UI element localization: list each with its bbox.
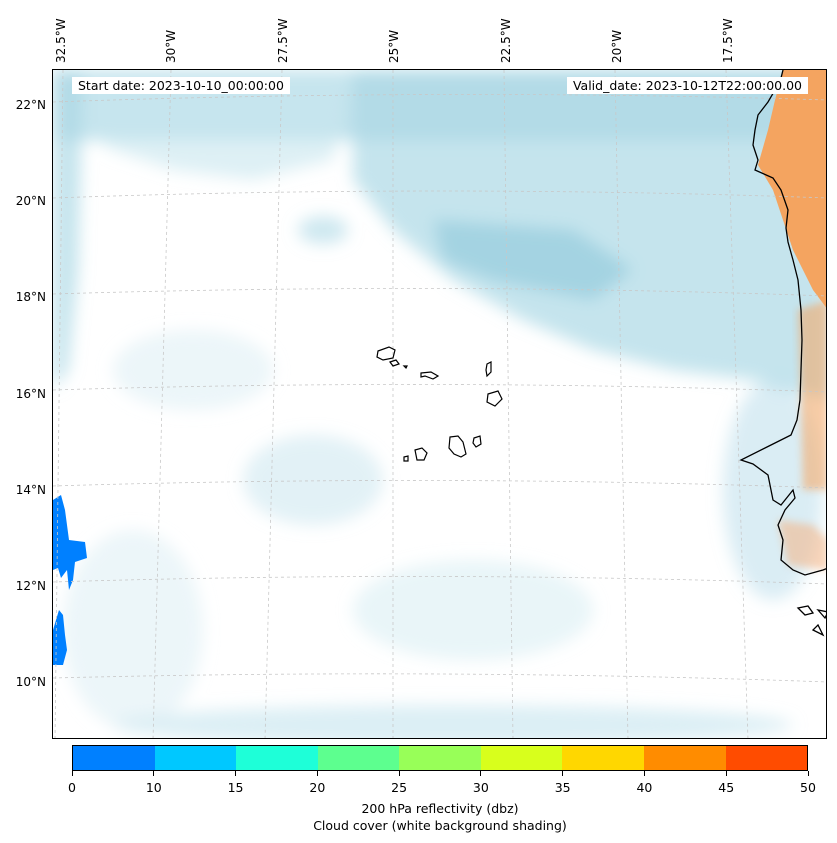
lat-label-22n: 22°N bbox=[15, 98, 46, 112]
island-fogo bbox=[414, 447, 428, 461]
lat-label-18n: 18°N bbox=[15, 290, 46, 304]
valid-date-label: Valid_date: 2023-10-12T22:00:00.00 bbox=[566, 77, 808, 94]
reflectivity-land-north bbox=[758, 70, 826, 308]
lon-label-30w: 30°W bbox=[164, 29, 178, 63]
colorbar bbox=[72, 745, 808, 771]
cloud-mid-west bbox=[113, 330, 273, 410]
colorbar-tick-label-0: 0 bbox=[68, 780, 76, 795]
colorbar-tick-label-3: 20 bbox=[309, 780, 326, 795]
lat-label-14n: 14°N bbox=[15, 483, 46, 497]
colorbar-tick-label-4: 25 bbox=[391, 780, 408, 795]
cloud-central-patch-2 bbox=[353, 560, 593, 660]
reflectivity-land-east bbox=[798, 300, 826, 490]
cloud-south-west bbox=[63, 530, 203, 730]
coastline-bijagos bbox=[796, 605, 826, 637]
colorbar-segment-3 bbox=[317, 746, 400, 770]
colorbar-tick-label-5: 30 bbox=[472, 780, 489, 795]
lon-label-17-5w: 17.5°W bbox=[721, 18, 735, 63]
colorbar-segment-7 bbox=[643, 746, 726, 770]
lon-label-32-5w: 32.5°W bbox=[54, 18, 68, 63]
lon-label-20w: 20°W bbox=[610, 29, 624, 63]
cloud-cover-layer bbox=[53, 70, 826, 738]
colorbar-segment-8 bbox=[725, 746, 808, 770]
reflectivity-patch-upper bbox=[53, 495, 87, 590]
colorbar-label-cloud-cover: Cloud cover (white background shading) bbox=[313, 818, 567, 833]
colorbar-tick-label-2: 15 bbox=[227, 780, 244, 795]
colorbar-tick-3 bbox=[316, 771, 318, 776]
island-sao-nicolau bbox=[420, 371, 440, 380]
lon-label-22-5w: 22.5°W bbox=[499, 18, 513, 63]
map-panel[interactable] bbox=[52, 69, 827, 739]
colorbar-tick-1 bbox=[153, 771, 155, 776]
lon-label-27-5w: 27.5°W bbox=[276, 18, 290, 63]
cape-verde-islands bbox=[376, 346, 503, 462]
colorbar-tick-5 bbox=[480, 771, 482, 776]
island-boa-vista bbox=[486, 390, 503, 407]
lon-label-25w: 25°W bbox=[387, 29, 401, 63]
colorbar-segment-0 bbox=[73, 746, 155, 770]
colorbar-tick-9 bbox=[807, 771, 809, 776]
cloud-north-east-mass bbox=[353, 70, 826, 400]
coastline-africa bbox=[739, 70, 826, 576]
cloud-central-patch-1 bbox=[243, 435, 383, 525]
island-santiago bbox=[448, 435, 467, 458]
colorbar-label-reflectivity: 200 hPa reflectivity (dbz) bbox=[361, 801, 519, 816]
map-canvas bbox=[53, 70, 826, 738]
colorbar-tick-label-1: 10 bbox=[145, 780, 162, 795]
cloud-west-strip bbox=[53, 70, 83, 390]
island-sal bbox=[485, 361, 492, 378]
island-santa-luzia bbox=[402, 365, 408, 370]
island-maio bbox=[472, 435, 482, 448]
colorbar-tick-label-7: 40 bbox=[636, 780, 653, 795]
lat-label-12n: 12°N bbox=[15, 579, 46, 593]
reflectivity-land bbox=[758, 70, 826, 570]
reflectivity-land-south bbox=[778, 520, 826, 570]
colorbar-tick-2 bbox=[235, 771, 237, 776]
start-date-label: Start date: 2023-10-10_00:00:00 bbox=[72, 77, 290, 94]
colorbar-tick-0 bbox=[71, 771, 73, 776]
cloud-small-patch bbox=[298, 216, 348, 244]
island-brava bbox=[403, 455, 409, 462]
gridlines bbox=[53, 70, 826, 738]
colorbar-tick-8 bbox=[725, 771, 727, 776]
colorbar-segment-4 bbox=[399, 746, 481, 770]
colorbar-tick-label-6: 35 bbox=[554, 780, 571, 795]
cloud-north-west bbox=[83, 70, 353, 180]
island-sao-vicente bbox=[389, 359, 400, 367]
cloud-dense-core bbox=[433, 220, 633, 300]
colorbar-segment-1 bbox=[154, 746, 237, 770]
colorbar-tick-6 bbox=[562, 771, 564, 776]
colorbar-segment-6 bbox=[562, 746, 644, 770]
island-santo-antao bbox=[376, 346, 396, 361]
lat-label-10n: 10°N bbox=[15, 675, 46, 689]
colorbar-tick-7 bbox=[643, 771, 645, 776]
coastline bbox=[739, 70, 826, 637]
colorbar-segment-2 bbox=[236, 746, 318, 770]
lat-label-20n: 20°N bbox=[15, 194, 46, 208]
lat-label-16n: 16°N bbox=[15, 387, 46, 401]
colorbar-tick-label-8: 45 bbox=[718, 780, 735, 795]
colorbar-segment-5 bbox=[480, 746, 563, 770]
colorbar-tick-label-9: 50 bbox=[800, 780, 816, 795]
cloud-south-band bbox=[113, 705, 793, 738]
colorbar-tick-4 bbox=[398, 771, 400, 776]
